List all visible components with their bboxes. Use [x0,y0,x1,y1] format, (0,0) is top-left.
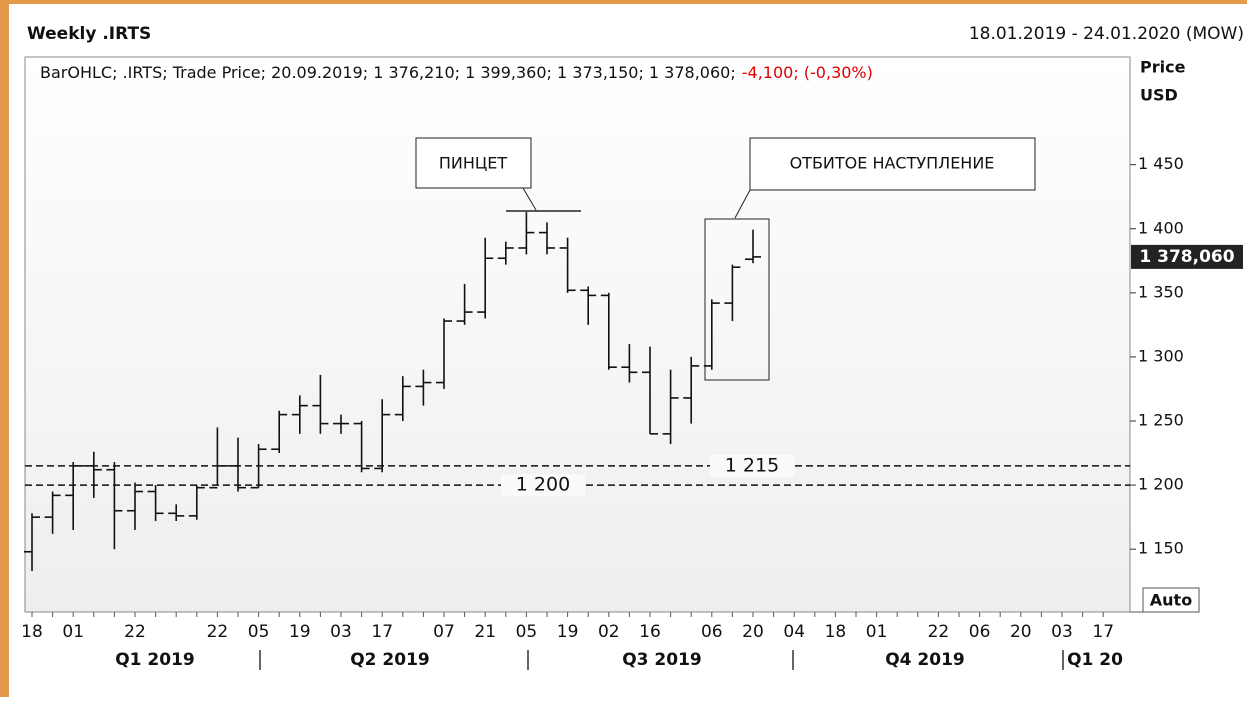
auto-button[interactable] [1142,587,1200,613]
x-tick-label: 19 [557,622,579,642]
annotation-box [749,137,1036,191]
quarter-label: Q3 2019 [622,650,702,670]
quarter-label: Q4 2019 [885,650,965,670]
annotation: ПИНЦЕТ [439,154,508,173]
x-tick-label: 01 [866,622,888,642]
info: BarOHLC; .IRTS; Trade Price; 20.09.2019;… [40,63,873,82]
x-tick-label: 04 [783,622,805,642]
level-label-bg [710,454,794,477]
x-tick-label: 18 [825,622,847,642]
annotation-box [415,137,532,189]
y-tick-label: 1 350 [1138,282,1184,301]
date-range: 18.01.2019 - 24.01.2020 (MOW) [969,24,1244,44]
x-tick-label: 16 [639,622,661,642]
x-tick-label: 22 [928,622,950,642]
level-label-bg [501,474,585,497]
chart-title: Weekly .IRTS [27,24,151,44]
top-border [0,0,1247,4]
quarter-label: Q2 2019 [350,650,430,670]
x-tick-label: 22 [207,622,229,642]
annotation-frame [704,218,770,381]
quarter-label: Q1 20 [1067,650,1123,670]
last-price-label: 1 378,060 [1139,247,1234,267]
x-tick-label: 19 [289,622,311,642]
x-tick-label: 17 [1092,622,1114,642]
auto-button-label[interactable]: Auto [1150,591,1192,610]
annotation-pointer [734,189,751,219]
y-tick-label: 1 150 [1138,539,1184,558]
annotation: ОТБИТОЕ НАСТУПЛЕНИЕ [790,154,995,173]
y-tick-label: 1 200 [1138,475,1184,494]
left-border [0,0,9,697]
x-tick-label: 18 [21,622,43,642]
x-tick-label: 06 [701,622,723,642]
x-tick-label: 05 [248,622,270,642]
x-tick-label: 07 [433,622,455,642]
x-tick-label: 02 [598,622,620,642]
x-tick-label: 06 [969,622,991,642]
y-tick-label: 1 450 [1138,154,1184,173]
y-tick-label: 1 250 [1138,411,1184,430]
x-tick-label: 03 [1051,622,1073,642]
x-tick-label: 21 [474,622,496,642]
x-tick-label: 17 [371,622,393,642]
quarter-label: Q1 2019 [115,650,195,670]
y-tick-label: 1 400 [1138,218,1184,237]
level-label: 1 200 [516,474,570,496]
info-change: -4,100; (-0,30%) [742,63,873,82]
y-tick-label: 1 300 [1138,346,1184,365]
x-tick-label: 20 [742,622,764,642]
x-tick-label: 05 [516,622,538,642]
last-price-box [1131,244,1243,269]
annotation-pointer [522,187,537,211]
x-tick-label: 03 [330,622,352,642]
y-axis-unit: USD [1140,86,1178,105]
x-tick-label: 22 [124,622,146,642]
info-text: BarOHLC; .IRTS; Trade Price; 20.09.2019;… [40,63,736,82]
y-axis-label: Price [1140,58,1186,77]
x-tick-label: 01 [62,622,84,642]
x-tick-label: 20 [1010,622,1032,642]
level-label: 1 215 [725,454,779,476]
